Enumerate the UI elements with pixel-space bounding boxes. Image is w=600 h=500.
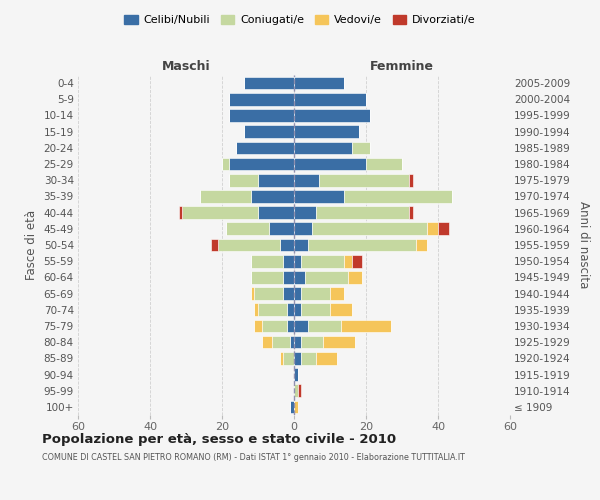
Bar (301, 288, 330, 300)
Bar (308, 320, 341, 332)
Bar (438, 222, 449, 235)
Bar (258, 174, 294, 186)
Text: Maschi: Maschi (161, 60, 211, 72)
Bar (290, 336, 294, 348)
Bar (294, 93, 366, 106)
Bar (226, 222, 269, 235)
Bar (229, 109, 294, 122)
Bar (409, 174, 413, 186)
Bar (344, 255, 352, 268)
Text: COMUNE DI CASTEL SAN PIETRO ROMANO (RM) - Dati ISTAT 1° gennaio 2010 - Elaborazi: COMUNE DI CASTEL SAN PIETRO ROMANO (RM) … (42, 452, 465, 462)
Bar (305, 271, 348, 283)
Bar (341, 320, 391, 332)
Bar (416, 238, 427, 252)
Bar (330, 288, 344, 300)
Bar (330, 304, 352, 316)
Bar (258, 304, 287, 316)
Bar (280, 238, 294, 252)
Y-axis label: Fasce di età: Fasce di età (25, 210, 38, 280)
Bar (251, 271, 283, 283)
Bar (323, 336, 355, 348)
Bar (298, 384, 301, 397)
Bar (287, 320, 294, 332)
Bar (179, 206, 182, 219)
Bar (319, 174, 409, 186)
Bar (236, 142, 294, 154)
Bar (254, 320, 262, 332)
Bar (251, 190, 294, 202)
Bar (262, 320, 287, 332)
Bar (294, 352, 301, 364)
Bar (294, 238, 308, 252)
Bar (251, 288, 254, 300)
Bar (294, 320, 308, 332)
Bar (272, 336, 290, 348)
Bar (244, 77, 294, 90)
Bar (294, 206, 316, 219)
Bar (344, 190, 452, 202)
Bar (301, 352, 316, 364)
Bar (308, 238, 416, 252)
Bar (229, 93, 294, 106)
Bar (301, 255, 344, 268)
Bar (294, 288, 301, 300)
Bar (287, 304, 294, 316)
Bar (352, 142, 370, 154)
Bar (211, 238, 218, 252)
Bar (301, 304, 330, 316)
Bar (312, 222, 427, 235)
Bar (294, 222, 312, 235)
Bar (294, 368, 298, 381)
Bar (222, 158, 229, 170)
Bar (258, 206, 294, 219)
Bar (294, 109, 370, 122)
Text: Femmine: Femmine (370, 60, 434, 72)
Bar (218, 238, 280, 252)
Bar (200, 190, 251, 202)
Bar (294, 255, 301, 268)
Bar (244, 126, 294, 138)
Text: Popolazione per età, sesso e stato civile - 2010: Popolazione per età, sesso e stato civil… (42, 432, 396, 446)
Bar (294, 77, 344, 90)
Bar (290, 400, 294, 413)
Bar (316, 206, 409, 219)
Bar (301, 336, 323, 348)
Bar (294, 158, 366, 170)
Bar (182, 206, 258, 219)
Bar (294, 142, 352, 154)
Bar (283, 255, 294, 268)
Bar (294, 400, 298, 413)
Bar (283, 352, 294, 364)
Bar (254, 304, 258, 316)
Bar (294, 190, 344, 202)
Bar (294, 336, 301, 348)
Bar (229, 174, 258, 186)
Y-axis label: Anni di nascita: Anni di nascita (577, 202, 590, 288)
Bar (280, 352, 283, 364)
Bar (294, 384, 298, 397)
Bar (251, 255, 283, 268)
Bar (294, 271, 305, 283)
Bar (348, 271, 362, 283)
Bar (316, 352, 337, 364)
Bar (294, 126, 359, 138)
Bar (427, 222, 438, 235)
Bar (366, 158, 402, 170)
Bar (283, 271, 294, 283)
Bar (229, 158, 294, 170)
Bar (283, 288, 294, 300)
Bar (294, 304, 301, 316)
Bar (294, 174, 319, 186)
Bar (254, 288, 283, 300)
Bar (352, 255, 362, 268)
Bar (262, 336, 272, 348)
Bar (269, 222, 294, 235)
Bar (409, 206, 413, 219)
Legend: Celibi/Nubili, Coniugati/e, Vedovi/e, Divorziati/e: Celibi/Nubili, Coniugati/e, Vedovi/e, Di… (120, 10, 480, 30)
